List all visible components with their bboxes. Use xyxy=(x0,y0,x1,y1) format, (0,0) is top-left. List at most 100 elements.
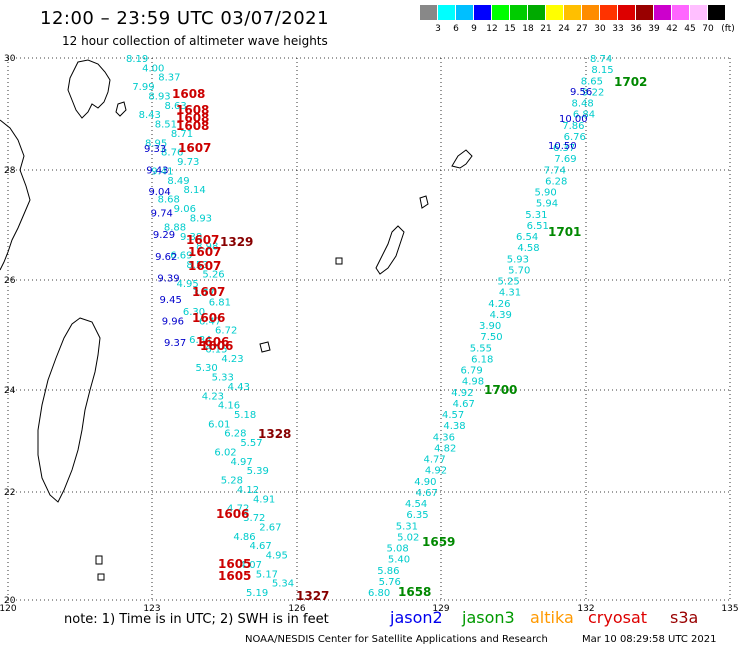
swh-value-jason2: 9.96 xyxy=(162,316,184,327)
swh-value: 4.67 xyxy=(453,399,475,410)
swh-value: 5.70 xyxy=(508,265,530,276)
colorbar-label: 27 xyxy=(576,24,588,34)
colorbar-swatch xyxy=(564,5,581,20)
island-a xyxy=(419,195,429,209)
swh-value-jason2: 9.29 xyxy=(153,230,175,241)
credit-line: NOAA/NESDIS Center for Satellite Applica… xyxy=(245,634,548,645)
swh-value: 5.86 xyxy=(377,566,399,577)
swh-value: 9.41 xyxy=(151,166,173,177)
swh-value-jason2: 10.50 xyxy=(548,141,577,152)
swh-value: 8.19 xyxy=(126,54,148,65)
swh-value: 8.14 xyxy=(183,185,205,196)
swh-value: 8.88 xyxy=(164,223,186,234)
swh-value: 8.48 xyxy=(572,99,594,110)
lon-label: 129 xyxy=(432,604,449,614)
pass-time-label: 1606 xyxy=(196,335,229,349)
pass-time-label: 1605 xyxy=(218,569,251,583)
lat-label: 28 xyxy=(4,166,16,176)
colorbar-swatch xyxy=(420,5,437,20)
swh-value: 8.76 xyxy=(161,148,183,159)
swh-value: 4.92 xyxy=(425,466,447,477)
colorbar-swatch xyxy=(456,5,473,20)
swh-value: 8.37 xyxy=(158,73,180,84)
swh-value: 4.57 xyxy=(442,410,464,421)
pass-time-label: 1606 xyxy=(216,507,249,521)
swh-value: 8.65 xyxy=(581,76,603,87)
swh-value: 4.23 xyxy=(221,354,243,365)
pass-time-label: 1659 xyxy=(422,535,455,549)
lon-label: 123 xyxy=(143,604,160,614)
swh-value: 4.90 xyxy=(414,477,436,488)
swh-value-jason2: 9.74 xyxy=(151,209,173,220)
swh-value: 6.72 xyxy=(215,326,237,337)
swh-value: 6.28 xyxy=(545,176,567,187)
swh-value: 5.28 xyxy=(221,476,243,487)
swh-value: 4.97 xyxy=(231,457,253,468)
colorbar-label: 24 xyxy=(558,24,570,34)
swh-value: 5.08 xyxy=(387,544,409,555)
colorbar-label: 3 xyxy=(435,24,441,34)
swh-value: 2.67 xyxy=(259,522,281,533)
swh-value: 8.43 xyxy=(139,110,161,121)
swh-value: 7.86 xyxy=(562,121,584,132)
swh-value-jason2: 9.39 xyxy=(157,273,179,284)
legend-s3a: s3a xyxy=(670,608,699,627)
swh-value: 5.17 xyxy=(256,569,278,580)
pass-time-label: 1607 xyxy=(178,141,211,155)
legend-cryosat: cryosat xyxy=(588,608,648,627)
colorbar-swatch xyxy=(474,5,491,20)
swh-value-jason2: 9.45 xyxy=(160,295,182,306)
swh-value-jason2: 9.56 xyxy=(570,87,592,98)
colorbar-swatch xyxy=(492,5,509,20)
swh-value: 6.01 xyxy=(208,419,230,430)
swh-value: 5.26 xyxy=(202,269,224,280)
china-coastline xyxy=(0,119,31,271)
colorbar-swatch xyxy=(618,5,635,20)
lon-label: 132 xyxy=(577,604,594,614)
swh-value: 7.69 xyxy=(554,154,576,165)
swh-value: 5.55 xyxy=(470,343,492,354)
island-b xyxy=(335,257,343,265)
colorbar-swatch xyxy=(546,5,563,20)
swh-value: 6.18 xyxy=(471,354,493,365)
lat-label: 24 xyxy=(4,386,16,396)
swh-value: 5.31 xyxy=(525,210,547,221)
coastlines xyxy=(0,59,473,581)
map-grid xyxy=(7,57,731,601)
colorbar-swatch xyxy=(582,5,599,20)
swh-value: 5.31 xyxy=(396,521,418,532)
pass-time-label: 1606 xyxy=(200,339,233,353)
lon-label: 126 xyxy=(288,604,305,614)
colorbar-label: 39 xyxy=(648,24,660,34)
kyushu-coastline xyxy=(67,59,111,119)
swh-value: 4.07 xyxy=(240,560,262,571)
swh-value: 4.31 xyxy=(499,288,521,299)
lat-label: 22 xyxy=(4,488,15,498)
pass-time-label: 1605 xyxy=(218,557,251,571)
lat-label: 30 xyxy=(4,54,16,64)
swh-value: 4.12 xyxy=(237,485,259,496)
pass-time-label: 1607 xyxy=(188,259,221,273)
altimeter-tracks: 8.194.008.377.998.938.638.438.518.718.95… xyxy=(126,54,647,603)
colorbar-label: 15 xyxy=(504,24,516,34)
legend-altika: altika xyxy=(530,608,574,627)
swh-value: 6.80 xyxy=(368,588,390,599)
swh-value: 9.06 xyxy=(174,204,196,215)
colorbar-swatch xyxy=(690,5,707,20)
swh-value: 4.54 xyxy=(405,499,427,510)
tanegashima-coastline xyxy=(115,101,127,117)
swh-value: 4.00 xyxy=(142,63,164,74)
colorbar-swatch xyxy=(708,5,725,20)
colorbar-label: 36 xyxy=(630,24,642,34)
pass-time-label: 1608 xyxy=(176,111,209,125)
swh-value: 4.38 xyxy=(443,421,465,432)
swh-value: 4.95 xyxy=(177,279,199,290)
swh-value: 4.95 xyxy=(266,551,288,562)
colorbar-label: 33 xyxy=(612,24,624,34)
pass-time-label: 1700 xyxy=(484,383,517,397)
swh-value: 6.47 xyxy=(199,316,221,327)
lon-label: 135 xyxy=(721,604,738,614)
swh-value: 6.69 xyxy=(170,251,192,262)
swh-value: 6.35 xyxy=(406,510,428,521)
pass-time-label: 1608 xyxy=(176,103,209,117)
